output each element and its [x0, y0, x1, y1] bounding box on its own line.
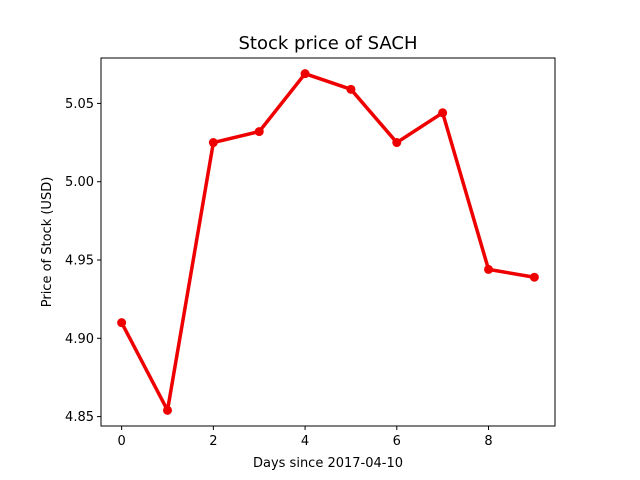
- y-tick-label: 4.85: [65, 410, 94, 425]
- data-point: [162, 405, 172, 415]
- data-point: [438, 108, 448, 118]
- data-point: [484, 264, 494, 274]
- data-point: [208, 138, 218, 148]
- y-axis-ticks: 4.85 4.90 4.95 5.00 5.05: [65, 97, 101, 425]
- data-point: [254, 127, 264, 137]
- series-line: [120, 71, 535, 413]
- data-point: [529, 272, 539, 282]
- series-layer: [117, 69, 539, 415]
- x-tick-label: 2: [209, 434, 217, 449]
- x-axis-ticks: 0 2 4 6 8: [117, 426, 493, 449]
- y-axis-label: Price of Stock (USD): [40, 177, 55, 308]
- x-axis-label: Days since 2017-04-10: [253, 456, 403, 471]
- x-tick-label: 4: [301, 434, 309, 449]
- plot-area-frame: [100, 57, 556, 427]
- data-point: [300, 69, 310, 79]
- y-tick-label: 4.95: [65, 254, 94, 269]
- x-tick-label: 0: [117, 434, 125, 449]
- y-tick-label: 4.90: [65, 332, 94, 347]
- y-tick-label: 5.00: [65, 175, 94, 190]
- y-tick-label: 5.05: [65, 97, 94, 112]
- x-tick-label: 6: [393, 434, 401, 449]
- data-point: [117, 318, 127, 328]
- data-point: [392, 138, 402, 148]
- chart-title: Stock price of SACH: [239, 33, 418, 54]
- data-point: [346, 84, 356, 94]
- x-tick-label: 8: [484, 434, 492, 449]
